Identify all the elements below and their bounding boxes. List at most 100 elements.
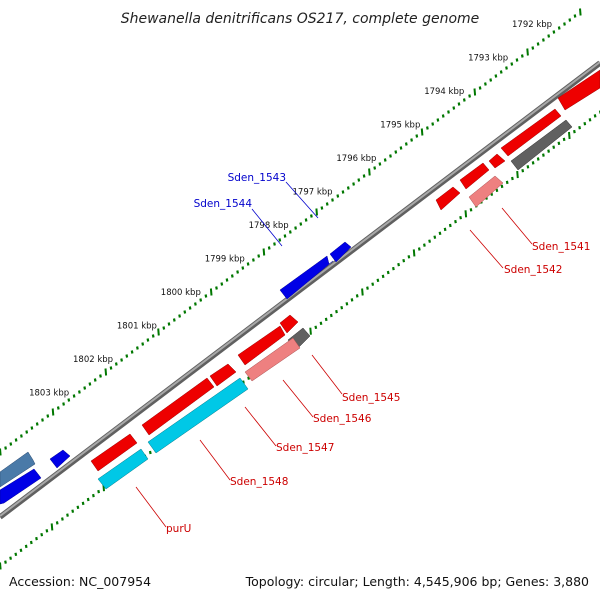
inner-scale-tick (329, 313, 333, 318)
kbp-label: 1794 kbp (424, 87, 464, 97)
outer-scale-tick (499, 70, 503, 74)
inner-scale-tick (438, 231, 442, 236)
inner-scale-tick (335, 309, 338, 314)
inner-scale-tick (557, 141, 561, 146)
outer-scale-tick (494, 74, 498, 78)
outer-scale-tick (199, 298, 203, 302)
gene-label-sden-1546[interactable]: Sden_1546 (313, 413, 372, 425)
gene-arrow-left-red-top[interactable] (435, 186, 461, 211)
gene-arrow-top-right[interactable] (557, 69, 600, 111)
outer-scale-tick (72, 394, 76, 398)
inner-scale-tick (448, 223, 452, 228)
gene-arrow-cyan-long[interactable] (147, 377, 249, 454)
outer-scale-tick (520, 54, 524, 58)
gene-label-sden-1543[interactable]: Sden_1543 (228, 172, 286, 184)
inner-scale-tick (66, 513, 69, 517)
outer-scale-tick (51, 408, 55, 416)
outer-scale-tick (20, 434, 23, 438)
outer-scale-tick (383, 158, 387, 162)
inner-scale-tick (35, 536, 38, 541)
outer-scale-tick (378, 162, 382, 166)
outer-scale-track (0, 8, 582, 456)
outer-scale-tick (262, 248, 266, 256)
outer-scale-tick (452, 106, 456, 110)
outer-scale-tick (579, 8, 582, 16)
inner-scale-tick (340, 305, 344, 310)
inner-scale-tick (547, 149, 550, 153)
outer-scale-tick (389, 154, 392, 158)
gene-arrow-sden-1545-a[interactable] (279, 314, 299, 334)
kbp-label: 1797 kbp (293, 188, 333, 198)
inner-scale-tick (568, 131, 571, 140)
gene-label-sden-1547[interactable]: Sden_1547 (276, 442, 334, 454)
outer-scale-tick (505, 66, 508, 70)
outer-scale-tick (352, 182, 355, 186)
outer-scale-tick (109, 366, 113, 370)
outer-scale-tick (473, 88, 477, 96)
gene-label-sden-1545[interactable]: Sden_1545 (342, 392, 400, 404)
gene-arrow-sden-1547-pink[interactable] (244, 337, 301, 382)
gene-arrow-pur-u-cyan[interactable] (97, 448, 149, 490)
outer-scale-tick (172, 318, 176, 322)
inner-scale-tick (588, 118, 592, 122)
outer-scale-tick (568, 18, 572, 22)
outer-scale-tick (56, 406, 60, 410)
outer-scale-tick (0, 448, 2, 456)
gene-arrow-sden-1544[interactable] (279, 255, 334, 300)
outer-scale-tick (526, 48, 529, 56)
inner-scale-tick (29, 540, 33, 545)
gene-arrow-left-blue-2[interactable] (49, 449, 71, 469)
outer-scale-tick (373, 166, 377, 170)
outer-scale-tick (557, 26, 561, 30)
outer-scale-tick (167, 322, 171, 326)
inner-scale-tick (355, 294, 359, 298)
inner-scale-tick (392, 266, 395, 271)
kbp-label: 1801 kbp (117, 322, 157, 332)
outer-scale-tick (194, 302, 197, 306)
outer-scale-tick (315, 208, 318, 216)
inner-scale-tick (71, 509, 75, 513)
kbp-label: 1796 kbp (336, 154, 376, 164)
inner-scale-tick (81, 501, 85, 506)
outer-scale-tick (436, 118, 440, 122)
gene-arrow-sden-1543[interactable] (329, 241, 352, 263)
gene-label-sden-1542[interactable]: Sden_1542 (504, 264, 562, 276)
inner-scale-tick (593, 114, 597, 118)
gene-arrow-left-steel[interactable] (0, 451, 36, 488)
inner-scale-tick (521, 168, 525, 173)
gene-label-sden-1544[interactable]: Sden_1544 (194, 198, 253, 210)
outer-scale-tick (294, 226, 297, 230)
gene-arrow-sden-1546[interactable] (237, 325, 286, 366)
gene-arrow-pur-u-red[interactable] (90, 433, 138, 472)
gene-label-sden-1548[interactable]: Sden_1548 (230, 476, 288, 488)
inner-scale-tick (14, 552, 18, 557)
outer-scale-tick (246, 262, 250, 266)
outer-scale-tick (114, 362, 118, 366)
outer-scale-tick (320, 206, 324, 210)
inner-scale-tick (454, 219, 457, 224)
inner-scale-tick (4, 560, 7, 564)
gene-arrow-sden-1542[interactable] (468, 175, 504, 208)
inner-scale-tick (309, 327, 312, 335)
outer-scale-tick (88, 382, 92, 386)
inner-scale-tick (50, 523, 54, 531)
genome-backbone (0, 60, 600, 520)
gene-arrow-sden-1548[interactable] (141, 377, 215, 436)
gene-label-sden-1541[interactable]: Sden_1541 (532, 241, 590, 253)
gene-arrow-left-blue-1[interactable] (0, 468, 42, 505)
inner-scale-tick (459, 215, 462, 220)
outer-scale-tick (225, 278, 229, 282)
gene-arrow-sden-1541-a[interactable] (500, 108, 562, 157)
gene-arrow-sden-1547-a[interactable] (209, 363, 237, 387)
kbp-label: 1795 kbp (380, 121, 420, 131)
outer-scale-tick (230, 274, 234, 278)
inner-scale-tick (412, 249, 416, 257)
outer-scale-tick (278, 238, 282, 242)
kbp-label: 1799 kbp (205, 255, 245, 265)
inner-scale-tick (397, 262, 400, 267)
gene-arrow-sden-1541-b[interactable] (488, 153, 506, 169)
gene-label-pur-u[interactable]: purU (166, 523, 191, 535)
gene-arrow-sden-1541-c[interactable] (459, 162, 490, 190)
gene-arrow-gray-top[interactable] (510, 119, 573, 171)
